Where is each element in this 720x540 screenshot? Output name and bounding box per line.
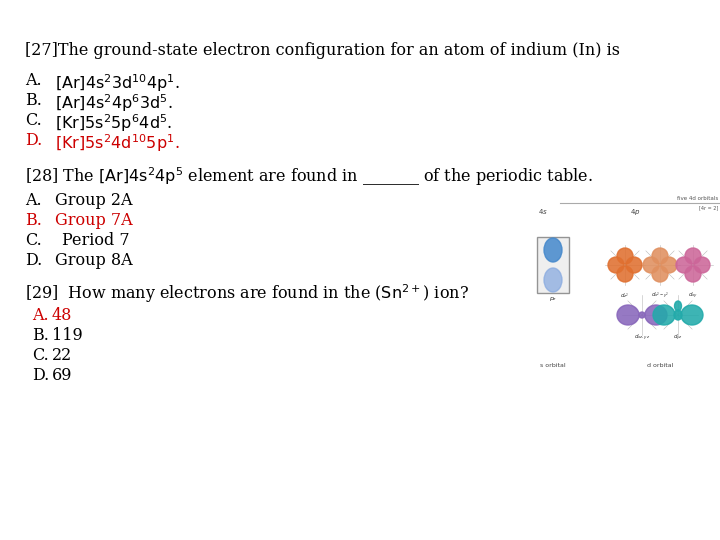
Ellipse shape bbox=[652, 266, 668, 282]
Text: $d_{x^2-y^2}$: $d_{x^2-y^2}$ bbox=[651, 291, 669, 301]
Text: 48: 48 bbox=[52, 307, 73, 324]
Text: [27]The ground-state electron configuration for an atom of indium (In) is: [27]The ground-state electron configurat… bbox=[25, 42, 620, 59]
Ellipse shape bbox=[617, 248, 633, 264]
Text: $d_{yz}$: $d_{yz}$ bbox=[673, 333, 683, 343]
Ellipse shape bbox=[544, 238, 562, 262]
Ellipse shape bbox=[653, 305, 675, 325]
Text: Group 2A: Group 2A bbox=[55, 192, 132, 209]
Text: Group 7A: Group 7A bbox=[55, 212, 132, 229]
Text: C.: C. bbox=[25, 232, 42, 249]
Text: 119: 119 bbox=[52, 327, 83, 344]
Text: $p_z$: $p_z$ bbox=[549, 295, 557, 303]
Text: A.: A. bbox=[25, 192, 42, 209]
Text: s orbital: s orbital bbox=[540, 363, 566, 368]
Text: D.: D. bbox=[32, 367, 49, 384]
Text: $4p$: $4p$ bbox=[630, 207, 640, 217]
Text: d orbital: d orbital bbox=[647, 363, 673, 368]
Text: A.: A. bbox=[32, 307, 49, 324]
Ellipse shape bbox=[694, 257, 710, 273]
Text: 69: 69 bbox=[52, 367, 73, 384]
Text: $\mathrm{[Kr]5s^{2}4d^{10}5p^{1}}$.: $\mathrm{[Kr]5s^{2}4d^{10}5p^{1}}$. bbox=[55, 132, 180, 154]
Text: $\mathrm{[Ar]4s^{2}3d^{10}4p^{1}}$.: $\mathrm{[Ar]4s^{2}3d^{10}4p^{1}}$. bbox=[55, 72, 180, 94]
Text: $4s$: $4s$ bbox=[538, 207, 548, 216]
Ellipse shape bbox=[676, 257, 692, 273]
Text: C.: C. bbox=[25, 112, 42, 129]
Ellipse shape bbox=[652, 248, 668, 264]
Text: Group 8A: Group 8A bbox=[55, 252, 132, 269]
Text: B.: B. bbox=[25, 92, 42, 109]
Text: C.: C. bbox=[32, 347, 49, 364]
Ellipse shape bbox=[544, 268, 562, 292]
Text: [29]  How many electrons are found in the ($\mathrm{Sn^{2+}}$) ion?: [29] How many electrons are found in the… bbox=[25, 282, 469, 305]
Ellipse shape bbox=[661, 257, 677, 273]
Ellipse shape bbox=[685, 248, 701, 264]
Text: B.: B. bbox=[32, 327, 49, 344]
Text: A.: A. bbox=[25, 72, 42, 89]
Text: 22: 22 bbox=[52, 347, 72, 364]
Text: [4r = 2]: [4r = 2] bbox=[698, 205, 718, 210]
Text: D.: D. bbox=[25, 252, 42, 269]
Ellipse shape bbox=[685, 266, 701, 282]
Ellipse shape bbox=[617, 305, 639, 325]
Ellipse shape bbox=[675, 301, 682, 311]
FancyBboxPatch shape bbox=[537, 237, 569, 293]
Text: D.: D. bbox=[25, 132, 42, 149]
Text: $d_{xy}$: $d_{xy}$ bbox=[688, 291, 698, 301]
Text: $\mathrm{[Ar]4s^{2}4p^{6}3d^{5}}$.: $\mathrm{[Ar]4s^{2}4p^{6}3d^{5}}$. bbox=[55, 92, 173, 114]
Text: $\mathrm{[Kr]5s^{2}5p^{6}4d^{5}}$.: $\mathrm{[Kr]5s^{2}5p^{6}4d^{5}}$. bbox=[55, 112, 173, 134]
Ellipse shape bbox=[681, 305, 703, 325]
Ellipse shape bbox=[617, 266, 633, 282]
Ellipse shape bbox=[626, 257, 642, 273]
Text: Period 7: Period 7 bbox=[62, 232, 130, 249]
Ellipse shape bbox=[645, 305, 667, 325]
Ellipse shape bbox=[643, 257, 659, 273]
Ellipse shape bbox=[639, 312, 645, 318]
Text: five 4d orbitals: five 4d orbitals bbox=[677, 196, 718, 201]
Text: $d_{z^2}$: $d_{z^2}$ bbox=[621, 291, 629, 300]
Text: [28] The $\mathrm{[Ar]4s^{2}4p^{5}}$ element are found in _______ of the periodi: [28] The $\mathrm{[Ar]4s^{2}4p^{5}}$ ele… bbox=[25, 165, 593, 188]
Text: B.: B. bbox=[25, 212, 42, 229]
Ellipse shape bbox=[608, 257, 624, 273]
Ellipse shape bbox=[674, 310, 682, 320]
Text: $d_{xz,yz}$: $d_{xz,yz}$ bbox=[634, 333, 650, 343]
